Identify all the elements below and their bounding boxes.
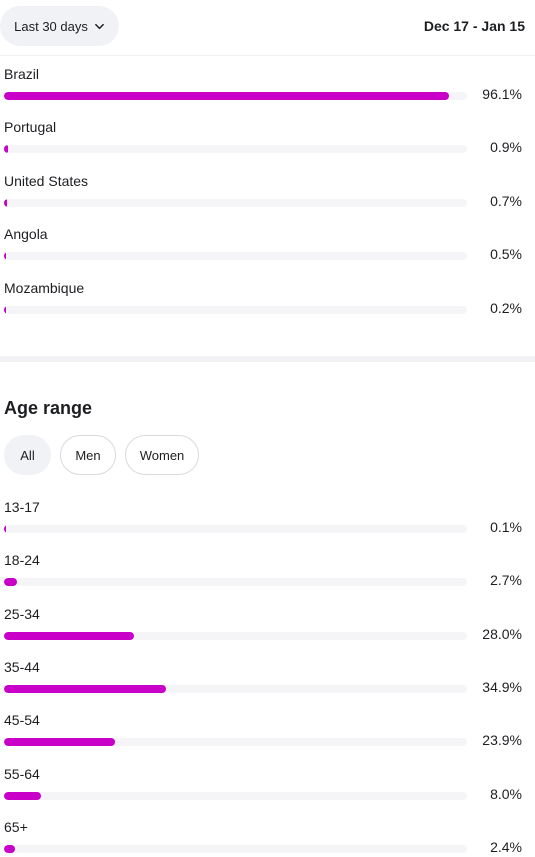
age-row: 45-54 23.9% (0, 712, 535, 762)
country-row: Angola 0.5% (0, 226, 535, 276)
percentage-value: 2.7% (490, 572, 522, 588)
age-label: 25-34 (4, 606, 40, 622)
country-label: Mozambique (4, 280, 85, 296)
filter-all-button[interactable]: All (4, 435, 51, 475)
age-label: 18-24 (4, 552, 40, 568)
age-label: 13-17 (4, 499, 40, 515)
percentage-value: 96.1% (482, 86, 522, 102)
progress-track (4, 845, 467, 853)
progress-fill (4, 306, 6, 314)
percentage-value: 0.1% (490, 519, 522, 535)
progress-fill (4, 199, 8, 207)
country-row: United States 0.7% (0, 173, 535, 223)
country-label: Angola (4, 226, 48, 242)
section-divider (0, 356, 535, 362)
progress-track (4, 792, 467, 800)
filter-women-button[interactable]: Women (125, 435, 199, 475)
progress-fill (4, 252, 7, 260)
progress-track (4, 632, 467, 640)
progress-fill (4, 792, 42, 800)
percentage-value: 23.9% (482, 732, 522, 748)
filter-men-button[interactable]: Men (60, 435, 116, 475)
age-row: 65+ 2.4% (0, 819, 535, 857)
age-label: 65+ (4, 819, 28, 835)
progress-fill (4, 92, 449, 100)
percentage-value: 8.0% (490, 786, 522, 802)
chevron-down-icon (94, 23, 104, 29)
percentage-value: 28.0% (482, 626, 522, 642)
progress-fill (4, 525, 6, 533)
gender-filter: All Men Women (4, 435, 199, 475)
age-row: 25-34 28.0% (0, 606, 535, 656)
progress-fill (4, 845, 16, 853)
age-label: 55-64 (4, 766, 40, 782)
percentage-value: 0.7% (490, 193, 522, 209)
age-row: 35-44 34.9% (0, 659, 535, 709)
percentage-value: 34.9% (482, 679, 522, 695)
progress-track (4, 306, 467, 314)
progress-track (4, 738, 467, 746)
progress-fill (4, 578, 17, 586)
date-range-dropdown[interactable]: Last 30 days (0, 6, 119, 46)
top-bar: Last 30 days Dec 17 - Jan 15 (0, 0, 535, 56)
country-row: Portugal 0.9% (0, 119, 535, 169)
age-row: 55-64 8.0% (0, 766, 535, 816)
progress-fill (4, 738, 115, 746)
age-label: 35-44 (4, 659, 40, 675)
progress-fill (4, 685, 166, 693)
country-row: Mozambique 0.2% (0, 280, 535, 330)
country-label: Portugal (4, 119, 57, 135)
country-row: Brazil 96.1% (0, 66, 535, 116)
progress-track (4, 145, 467, 153)
age-row: 13-17 0.1% (0, 499, 535, 549)
percentage-value: 0.2% (490, 300, 522, 316)
age-row: 18-24 2.7% (0, 552, 535, 602)
country-label: United States (4, 173, 89, 189)
date-range-text: Dec 17 - Jan 15 (423, 18, 525, 34)
percentage-value: 0.9% (490, 139, 522, 155)
progress-fill (4, 632, 134, 640)
progress-track (4, 685, 467, 693)
progress-track (4, 92, 467, 100)
section-title: Age range (4, 398, 93, 418)
progress-track (4, 525, 467, 533)
progress-track (4, 199, 467, 207)
percentage-value: 2.4% (490, 839, 522, 855)
percentage-value: 0.5% (490, 246, 522, 262)
progress-track (4, 578, 467, 586)
age-label: 45-54 (4, 712, 40, 728)
progress-fill (4, 145, 9, 153)
progress-track (4, 252, 467, 260)
date-range-dropdown-label: Last 30 days (14, 18, 88, 34)
country-label: Brazil (4, 66, 40, 82)
